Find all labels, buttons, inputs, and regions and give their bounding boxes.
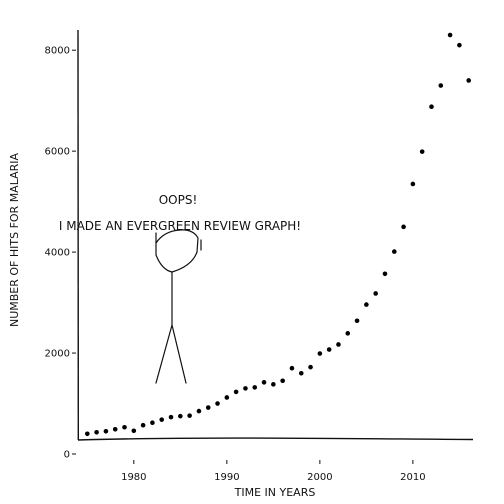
x-tick-label: 1990 [214,472,239,483]
annotation-oops: OOPS! [159,193,198,207]
data-point [299,371,304,376]
data-point [132,428,137,433]
data-point [225,395,230,400]
data-point [448,33,453,38]
data-point [122,425,127,430]
data-point [243,386,248,391]
data-point [457,43,462,48]
data-point [466,78,471,83]
data-point [280,379,285,384]
data-point [159,417,164,422]
y-axis-title: NUMBER OF HITS FOR MALARIA [8,152,21,327]
data-point [383,272,388,277]
data-point [150,420,155,425]
y-axis-ticks: 0 2000 4000 6000 8000 [45,46,76,461]
data-point [262,380,267,385]
data-point [169,415,174,420]
y-tick-label: 6000 [45,147,70,158]
stick-figure-head [156,230,198,272]
data-point [364,302,369,307]
x-tick-label: 1980 [121,472,146,483]
x-tick-label: 2010 [400,472,425,483]
data-point [215,401,220,406]
data-point [113,427,118,432]
y-tick-label: 0 [64,450,70,461]
data-point [401,225,406,230]
data-point [429,104,434,109]
stick-figure-legs [156,325,186,383]
data-point [373,291,378,296]
data-points [85,33,471,436]
data-point [94,430,99,435]
data-point [104,429,109,434]
data-point [411,182,416,187]
y-tick-label: 4000 [45,248,70,259]
data-point [187,413,192,418]
data-point [420,149,425,154]
data-point [336,342,341,347]
data-point [318,351,323,356]
data-point [345,331,350,336]
data-point [197,409,202,414]
data-point [85,432,90,437]
stick-figure [156,230,201,383]
data-point [206,405,211,410]
y-tick-label: 2000 [45,349,70,360]
data-point [141,423,146,428]
data-point [178,414,183,419]
data-point [271,382,276,387]
data-point [438,83,443,88]
data-point [392,249,397,254]
data-point [234,390,239,395]
data-point [355,318,360,323]
annotation-evergreen: I MADE AN EVERGREEN REVIEW GRAPH! [59,219,301,233]
y-tick-label: 8000 [45,46,70,57]
data-point [252,385,257,390]
x-axis-title: TIME IN YEARS [234,486,316,499]
data-point [290,366,295,371]
data-point [327,347,332,352]
data-point [308,365,313,370]
x-axis-ticks: 1980 1990 2000 2010 [121,460,426,483]
x-tick-label: 2000 [307,472,332,483]
x-axis-line [78,438,473,440]
